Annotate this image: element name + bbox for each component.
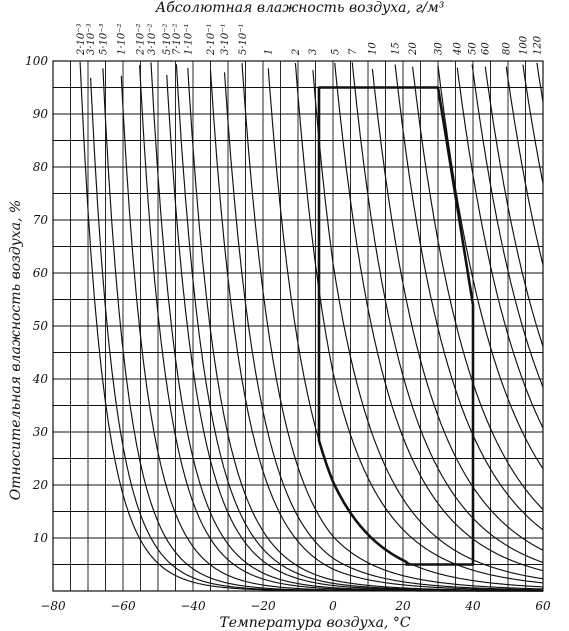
x-tick-label: 60 [535,599,551,613]
humidity-curve-label: 3·10⁻² [147,23,158,55]
y-tick-label: 20 [32,478,49,492]
absolute-humidity-curve [412,66,544,510]
climate-zone-outline [317,86,475,566]
x-tick-label: −20 [250,599,276,613]
chart-title: Абсолютная влажность воздуха, г/м³ [155,0,445,16]
y-tick-label: 100 [25,54,48,68]
absolute-humidity-curve [312,70,544,580]
absolute-humidity-curve [120,75,543,592]
absolute-humidity-curve [209,69,543,591]
humidity-curve-label: 40 [452,42,463,56]
x-tick-label: 0 [329,599,337,613]
humidity-curve-label: 30 [433,42,444,55]
absolute-humidity-curve [187,67,543,592]
absolute-humidity-curve [139,65,543,592]
humidity-curve-label: 80 [501,42,512,55]
absolute-humidity-curve [371,68,544,551]
y-tick-label: 60 [33,266,49,280]
y-tick-label: 10 [33,531,49,545]
humidity-curve-label: 2·10⁻² [135,23,146,56]
absolute-humidity-curve [522,64,544,184]
humidity-curve-label: 5·10⁻² [162,23,173,55]
humidity-curve-label: 100 [518,35,529,55]
absolute-humidity-curve [456,67,544,429]
humidity-curve-label: 15 [391,42,402,55]
humidity-curve-label: 120 [533,35,544,55]
humidity-curve-label: 5·10⁻¹ [238,23,249,55]
humidity-curve-label: 3·10⁻³ [86,23,97,55]
y-axis-label: Относительная влажность воздуха, % [8,200,24,500]
y-tick-label: 30 [33,425,49,439]
absolute-humidity-curve [351,62,544,564]
humidity-curve-label: 2·10⁻³ [76,23,87,56]
x-tick-label: −80 [40,599,66,613]
humidity-curve-label: 50 [468,42,479,55]
humidity-curve-label: 1·10⁻² [117,23,128,55]
humidity-curve-label: 60 [481,42,492,55]
humidity-curve-label: 7 [348,48,359,55]
absolute-humidity-curve [223,72,543,591]
humidity-curve-label: 1 [264,49,275,55]
absolute-humidity-curve [394,64,544,531]
x-tick-label: 40 [464,599,481,613]
y-tick-label: 50 [33,319,49,333]
absolute-humidity-curve [471,64,544,388]
absolute-humidity-curve [294,62,543,584]
absolute-humidity-curve [484,66,544,347]
x-tick-label: −40 [180,599,206,613]
absolute-humidity-curve [241,63,544,590]
plot-frame [52,60,544,592]
absolute-humidity-curve [536,62,544,102]
humidity-curve-label: 10 [368,42,379,55]
chart-grid [52,60,544,592]
absolute-humidity-curve [102,68,543,592]
x-tick-label: −60 [110,599,136,613]
y-tick-label: 80 [33,160,49,174]
y-tick-label: 40 [32,372,49,386]
y-tick-label: 70 [33,213,49,227]
humidity-curve-label: 3·10⁻¹ [220,23,231,55]
tick-labels: 2·10⁻³3·10⁻³ 5·10⁻³ 1·10⁻² 2·10⁻² 3·10⁻² 5·10… [25,23,551,613]
humidity-curve-label: 5·10⁻³ [99,23,110,55]
x-axis-label: Температура воздуха, °С [219,615,410,631]
x-tick-label: 20 [394,599,411,613]
humidity-curve-label: 1·10⁻¹ [183,23,194,55]
y-tick-label: 90 [33,107,49,121]
absolute-humidity-curve [505,66,544,266]
humidity-curve-label: 3 [308,49,319,55]
absolute-humidity-curve [334,62,544,572]
absolute-humidity-curve [90,77,543,592]
humidity-curve-label: 7·10⁻² [172,23,183,55]
humidity-curve-label: 20 [408,42,419,56]
humidity-curve-label: 2·10⁻¹ [206,23,217,56]
humidity-curve-label: 2 [291,49,302,56]
humidity-curve-label: 5 [331,49,342,55]
climate-region [317,86,475,566]
